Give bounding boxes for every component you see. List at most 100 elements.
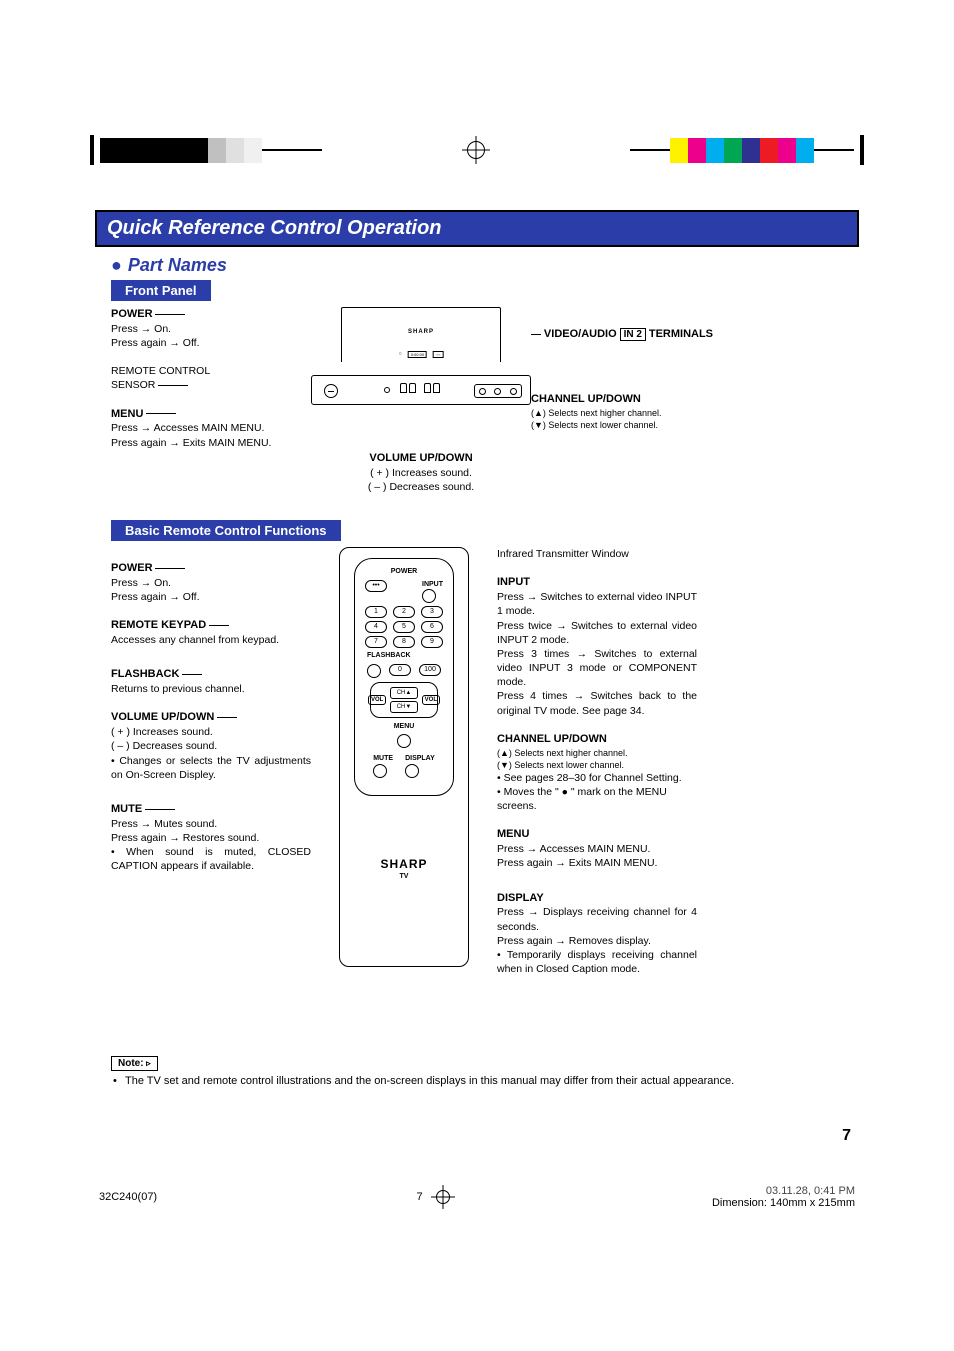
power-l1: Press → On. bbox=[111, 322, 311, 336]
callout-volume-front: VOLUME UP/DOWN ( + ) Increases sound. ( … bbox=[321, 451, 521, 494]
rm-power-title: POWER bbox=[111, 562, 153, 574]
sensor-l1: REMOTE CONTROL bbox=[111, 364, 311, 378]
vol-front-l2: ( – ) Decreases sound. bbox=[321, 480, 521, 494]
callout-ir-window: Infrared Transmitter Window bbox=[497, 547, 697, 561]
tv-brand-label: SHARP bbox=[408, 328, 434, 336]
footer-target-icon bbox=[436, 1190, 450, 1204]
section-label: Part Names bbox=[128, 255, 227, 275]
callout-rm-mute: MUTE Press → Mutes sound. Press again → … bbox=[111, 802, 311, 874]
rm-ch-l3: • See pages 28–30 for Channel Setting. bbox=[497, 771, 697, 785]
rm-ch-title: CHANNEL UP/DOWN bbox=[497, 733, 607, 745]
menu-front-title: MENU bbox=[111, 408, 143, 420]
rm-digit-btn: 8 bbox=[393, 636, 415, 648]
rm-disp-l1: Press → Displays receiving channel for 4… bbox=[497, 905, 697, 933]
rm-nav-cluster: VOL VOL CH▲ CH▼ bbox=[370, 682, 438, 718]
rm-fb-title: FLASHBACK bbox=[111, 668, 179, 680]
tv-input-jacks-icon bbox=[474, 384, 522, 398]
callout-rm-keypad: REMOTE KEYPAD Accesses any channel from … bbox=[111, 618, 311, 647]
callout-rm-power: POWER Press → On. Press again → Off. bbox=[111, 561, 311, 604]
vol-front-title: VOLUME UP/DOWN bbox=[369, 452, 472, 464]
rm-chdn-btn: CH▼ bbox=[390, 701, 419, 713]
rm-btn-power-label: POWER bbox=[361, 567, 447, 576]
rm-power-l2: Press again → Off. bbox=[111, 590, 311, 604]
callout-rm-flashback: FLASHBACK Returns to previous channel. bbox=[111, 667, 311, 696]
page-number: 7 bbox=[95, 1127, 859, 1145]
footer-center: 7 bbox=[416, 1191, 422, 1203]
callout-video-terminals: VIDEO/AUDIO IN 2 TERMINALS bbox=[531, 327, 731, 342]
menu-front-l1: Press → Accesses MAIN MENU. bbox=[111, 421, 311, 435]
rm-power-l1: Press → On. bbox=[111, 576, 311, 590]
page: Quick Reference Control Operation ●Part … bbox=[0, 0, 954, 1249]
rm-mute-label: MUTE bbox=[373, 754, 393, 763]
rm-ch-l1: (▲) Selects next higher channel. bbox=[497, 747, 697, 759]
rm-digit-btn: 6 bbox=[421, 621, 443, 633]
callout-rm-input: INPUT Press → Switches to external video… bbox=[497, 575, 697, 717]
rm-mute-l3: • When sound is muted, CLOSED CAPTION ap… bbox=[111, 845, 311, 873]
rm-display-label: DISPLAY bbox=[405, 754, 435, 763]
rm-menu-l2: Press again → Exits MAIN MENU. bbox=[497, 856, 697, 870]
rm-ch-l4: • Moves the " ● " mark on the MENU scree… bbox=[497, 785, 697, 813]
rm-mute-btn-icon bbox=[373, 764, 387, 778]
ir-window-label: Infrared Transmitter Window bbox=[497, 548, 629, 560]
rm-tv-label: TV bbox=[340, 872, 468, 881]
power-title: POWER bbox=[111, 308, 153, 320]
rm-vol-l1: ( + ) Increases sound. bbox=[111, 725, 311, 739]
rm-vol-l3: • Changes or selects the TV adjustments … bbox=[111, 754, 311, 782]
rm-mute-l2: Press again → Restores sound. bbox=[111, 831, 311, 845]
remote-illustration: POWER ••• INPUT 123 456 789 FLASHBACK bbox=[319, 547, 489, 967]
footer-time: 03.11.28, 0:41 PM bbox=[766, 1185, 855, 1197]
rm-disp-title: DISPLAY bbox=[497, 892, 544, 904]
rm-menu-label: MENU bbox=[361, 722, 447, 731]
rm-digit-btn: 9 bbox=[421, 636, 443, 648]
rm-menu-btn-icon bbox=[397, 734, 411, 748]
section-part-names: ●Part Names bbox=[95, 247, 859, 280]
ch-front-title: CHANNEL UP/DOWN bbox=[531, 393, 641, 405]
vol-front-l1: ( + ) Increases sound. bbox=[321, 466, 521, 480]
rm-brand-label: SHARP bbox=[340, 856, 468, 872]
footer: 32C240(07) 7 03.11.28, 0:41 PM Dimension… bbox=[95, 1185, 859, 1209]
rm-fb-l1: Returns to previous channel. bbox=[111, 682, 311, 696]
reg-right-group bbox=[630, 135, 864, 165]
callout-rm-menu: MENU Press → Accesses MAIN MENU. Press a… bbox=[497, 827, 697, 870]
rm-flashback-btn-icon bbox=[367, 664, 381, 678]
rm-menu-title: MENU bbox=[497, 828, 529, 840]
rm-digit-btn: 2 bbox=[393, 606, 415, 618]
front-left-column: POWER Press → On. Press again → Off. REM… bbox=[111, 307, 311, 504]
rm-vol-left: VOL bbox=[368, 695, 386, 705]
rm-input-l4: Press 4 times → Switches back to the ori… bbox=[497, 689, 697, 717]
rm-display-btn-icon bbox=[405, 764, 419, 778]
callout-power: POWER Press → On. Press again → Off. bbox=[111, 307, 311, 350]
page-title: Quick Reference Control Operation bbox=[95, 210, 859, 247]
registration-bar bbox=[0, 135, 954, 165]
front-panel-block: POWER Press → On. Press again → Off. REM… bbox=[95, 301, 859, 520]
rm-input-l1: Press → Switches to external video INPUT… bbox=[497, 590, 697, 618]
registration-target-icon bbox=[467, 141, 485, 159]
rm-chup-btn: CH▲ bbox=[390, 687, 419, 699]
sensor-l2: SENSOR bbox=[111, 379, 155, 391]
vt-pre: VIDEO/AUDIO bbox=[544, 328, 617, 340]
rm-vol-l2: ( – ) Decreases sound. bbox=[111, 739, 311, 753]
rm-keypad-title: REMOTE KEYPAD bbox=[111, 619, 206, 631]
rm-input-btn-icon bbox=[422, 589, 436, 603]
note-label: Note: bbox=[111, 1056, 158, 1071]
callout-rm-volume: VOLUME UP/DOWN ( + ) Increases sound. ( … bbox=[111, 710, 311, 782]
rm-mute-l1: Press → Mutes sound. bbox=[111, 817, 311, 831]
ch-front-l1: (▲) Selects next higher channel. bbox=[531, 407, 731, 419]
reg-left-group bbox=[90, 135, 322, 165]
callout-rm-display: DISPLAY Press → Displays receiving chann… bbox=[497, 891, 697, 977]
rm-disp-l2: Press again → Removes display. bbox=[497, 934, 697, 948]
remote-block: POWER Press → On. Press again → Off. REM… bbox=[95, 541, 859, 1006]
callout-menu-front: MENU Press → Accesses MAIN MENU. Press a… bbox=[111, 407, 311, 450]
rm-input-l3: Press 3 times → Switches to external vid… bbox=[497, 647, 697, 690]
rm-mute-title: MUTE bbox=[111, 803, 142, 815]
rm-keypad-l1: Accesses any channel from keypad. bbox=[111, 633, 311, 647]
rm-flashback-label: FLASHBACK bbox=[361, 651, 447, 660]
rm-digit-btn: 4 bbox=[365, 621, 387, 633]
rm-digit-btn: 5 bbox=[393, 621, 415, 633]
rm-0-btn-icon: 0 bbox=[389, 664, 411, 676]
rm-100-label: 100 bbox=[424, 665, 436, 674]
vt-box: IN 2 bbox=[620, 328, 646, 341]
remote-right-column: Infrared Transmitter Window INPUT Press … bbox=[497, 547, 697, 990]
tv-power-button-icon bbox=[324, 384, 338, 398]
rm-100-btn-icon: 100 bbox=[419, 664, 441, 676]
